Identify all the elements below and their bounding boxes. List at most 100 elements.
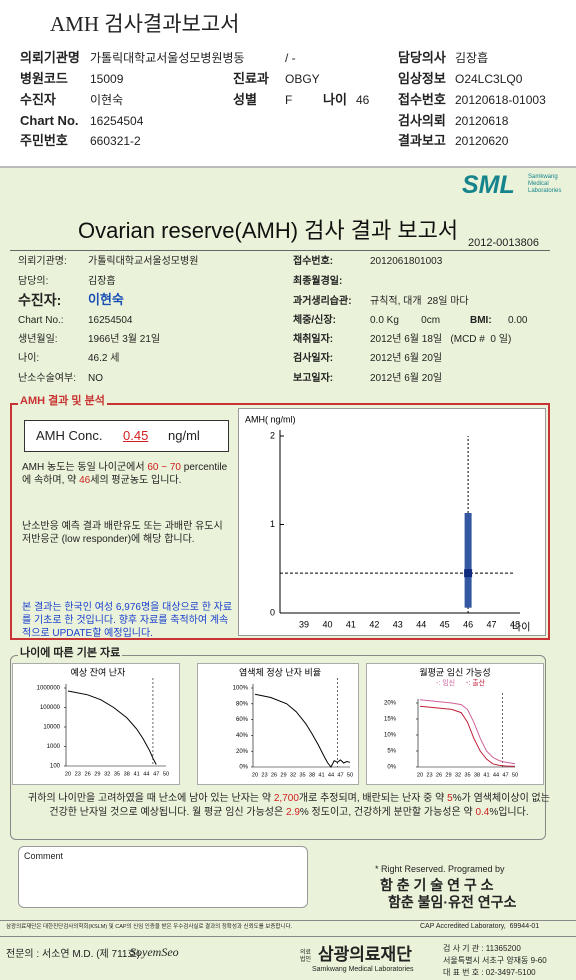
conc-unit: ng/ml	[168, 428, 200, 443]
x-tick-label: 47	[502, 772, 508, 778]
info-value: 1966년 3월 21일	[88, 334, 161, 345]
x-tick-label: 35	[464, 772, 470, 778]
y-tick-label: 20%	[384, 701, 397, 707]
divider	[0, 920, 576, 921]
x-tick-label: 44	[416, 619, 426, 629]
summary: 귀하의 나이만을 고려하였을 때 난소에 남아 있는 난자는 약 2,700개로…	[24, 792, 554, 820]
box	[464, 512, 472, 608]
highlight: 0.4	[475, 807, 490, 818]
x-tick-label: 20	[252, 772, 258, 778]
x-tick-label: 42	[369, 619, 379, 629]
doctor: 전문의 : 서소연 M.D. (제 711호)	[6, 949, 140, 960]
org-en: Samkwang Medical Laboratories	[312, 966, 414, 973]
info-label: 수진자:	[18, 292, 62, 308]
y-tick-label: 10%	[384, 733, 397, 739]
y-tick-label: 40%	[236, 733, 249, 739]
x-tick-label: 20	[65, 771, 71, 777]
field-value: 이현숙	[90, 93, 124, 107]
text: % 정도이고, 건강하게 분만할 가능성은 약	[299, 807, 476, 818]
text: %입니다.	[489, 807, 529, 818]
x-tick-label: 43	[393, 619, 403, 629]
info-label: 검사일자:	[293, 353, 334, 364]
x-tick-label: 48	[510, 619, 520, 629]
text: 개로 추정되며, 배란되는 난자 중 약	[298, 793, 448, 804]
field-label: 진료과	[233, 71, 269, 86]
text: AMH 농도는 동일 나이군에서	[22, 462, 148, 473]
text: percentile에 속하며, 약	[22, 462, 228, 486]
y-tick-label: 1	[270, 519, 275, 529]
info-value: 이현숙	[88, 292, 124, 307]
x-tick-label: 50	[512, 772, 518, 778]
credit: * Right Reserved. Programed by	[375, 864, 505, 874]
contact: 대 표 번 호 : 02-3497-5100	[443, 968, 536, 977]
x-tick-label: 41	[318, 772, 324, 778]
comment-label: Comment	[24, 851, 64, 861]
logo-sub: Samkwang Medical Laboratories	[528, 174, 562, 195]
info-label: 의뢰기관명:	[18, 256, 67, 267]
x-tick-label: 40	[322, 619, 332, 629]
x-tick-label: 39	[299, 619, 309, 629]
field-label: 나이	[323, 92, 347, 107]
highlight: 60 ~ 70	[147, 462, 181, 473]
contact: 검 사 기 관 : 11365200	[443, 944, 521, 953]
y-tick-label: 60%	[236, 717, 249, 723]
info-value: 김장흡	[88, 276, 116, 287]
series-line	[419, 705, 516, 767]
field-value: O24LC3LQ0	[455, 72, 523, 86]
x-tick-label: 35	[299, 772, 305, 778]
field-label: 접수번호	[398, 92, 446, 107]
amh-section	[10, 403, 550, 640]
field-value: 16254504	[90, 114, 144, 128]
credit: 함춘 불임·유전 연구소	[388, 894, 517, 910]
field-value: 660321-2	[90, 134, 141, 148]
x-tick-label: 41	[133, 771, 139, 777]
x-tick-label: 23	[261, 772, 267, 778]
info-value: 0.0 Kg 0cm	[370, 315, 441, 326]
section-title: AMH 결과 및 분석	[18, 395, 107, 409]
y-tick-label: 0	[270, 607, 275, 617]
field-value: 46	[356, 93, 370, 107]
legend-entry: -: 임신	[436, 678, 455, 687]
field-label: 결과보고	[398, 133, 446, 148]
series-line	[254, 693, 351, 768]
y-tick-label: 0%	[387, 765, 396, 771]
field-label: 병원코드	[20, 71, 68, 86]
info-value: 46.2 세	[88, 353, 120, 364]
x-tick-label: 32	[104, 771, 110, 777]
info-label: 최종월경일:	[293, 276, 343, 287]
field-label: 담당의사	[398, 50, 446, 65]
y-tick-label: 100000	[40, 705, 61, 711]
x-tick-label: 45	[440, 619, 450, 629]
y-tick-label: 80%	[236, 701, 249, 707]
info-value: 가톨릭대학교서울성모병원	[88, 256, 199, 267]
info-value: NO	[88, 373, 103, 384]
y-tick-label: 1000	[47, 744, 61, 750]
x-tick-label: 26	[436, 772, 442, 778]
amh-chart-frame	[238, 408, 546, 636]
info-value: 규칙적, 대개 28일 마다	[370, 296, 469, 307]
x-tick-label: 32	[455, 772, 461, 778]
x-tick-label: 41	[346, 619, 356, 629]
x-tick-label: 29	[280, 772, 286, 778]
text: 귀하의 나이만을 고려하였을 때 난소에 남아 있는 난자는 약	[28, 793, 274, 804]
x-tick-label: 29	[445, 772, 451, 778]
x-tick-label: 44	[143, 771, 149, 777]
field-value: 20120618	[455, 114, 509, 128]
y-tick-label: 2	[270, 430, 275, 440]
org: 삼광의료재단	[318, 945, 412, 964]
info-label: 채취일자:	[293, 334, 334, 345]
info-value: 0.00	[508, 315, 528, 326]
x-tick-label: 47	[487, 619, 497, 629]
divider	[0, 936, 576, 937]
chart-frame	[366, 663, 544, 785]
y-tick-label: 15%	[384, 717, 397, 723]
title: AMH 검사결과보고서	[50, 12, 240, 36]
x-tick-label: 46	[463, 619, 473, 629]
y-tick-label: 20%	[236, 749, 249, 755]
y-tick-label: 1000000	[37, 686, 61, 692]
x-tick-label: 38	[474, 772, 480, 778]
info-label: 과거생리습관:	[293, 296, 352, 307]
info-value: 2012061801003	[370, 256, 443, 267]
